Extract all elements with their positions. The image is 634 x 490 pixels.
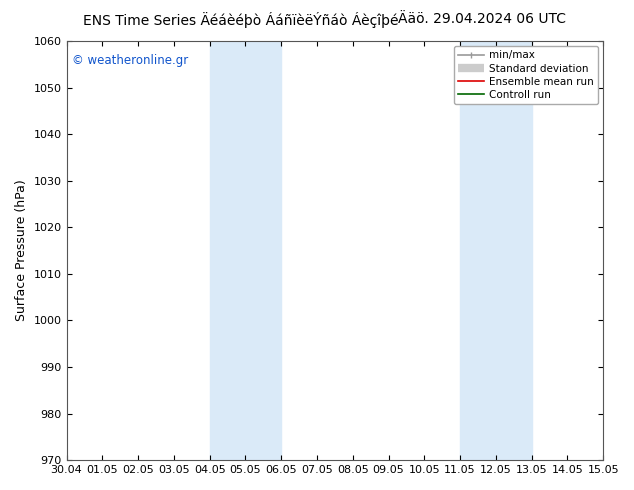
- Text: © weatheronline.gr: © weatheronline.gr: [72, 53, 188, 67]
- Bar: [210, 41, 281, 460]
- Text: Ääö. 29.04.2024 06 UTC: Ääö. 29.04.2024 06 UTC: [398, 12, 566, 26]
- Legend: min/max, Standard deviation, Ensemble mean run, Controll run: min/max, Standard deviation, Ensemble me…: [454, 46, 598, 104]
- Text: ENS Time Series Äéáèéþò ÁáñïèëÝñáò Áèçîþé: ENS Time Series Äéáèéþò ÁáñïèëÝñáò Áèçîþ…: [83, 12, 399, 28]
- Bar: [460, 41, 532, 460]
- Y-axis label: Surface Pressure (hPa): Surface Pressure (hPa): [15, 180, 28, 321]
